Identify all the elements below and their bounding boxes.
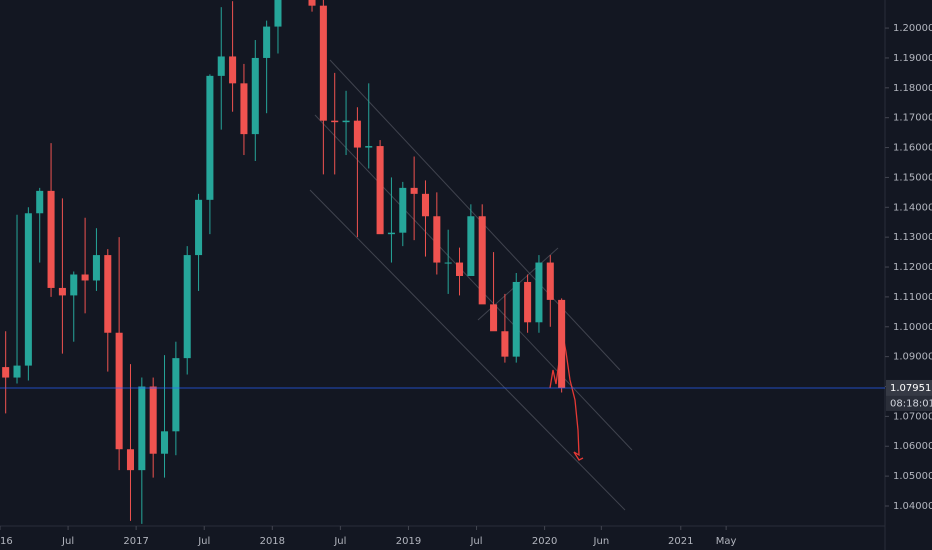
y-tick-label: 1.09000: [893, 352, 932, 363]
candle-body: [58, 287, 66, 296]
y-tick-label: 1.10000: [893, 322, 932, 333]
trend-line: [329, 59, 621, 371]
hand-drawing: [549, 329, 584, 461]
y-tick-label: 1.04000: [893, 501, 932, 512]
candle-body: [149, 386, 157, 454]
last-price-label: 1.07951: [890, 383, 931, 394]
y-tick-label: 1.14000: [893, 202, 932, 213]
candle-body: [104, 255, 112, 333]
candle-body: [490, 304, 498, 332]
candle-body: [70, 274, 78, 296]
candle-body: [421, 193, 429, 217]
candles: [2, 0, 566, 524]
candle-body: [92, 255, 100, 281]
x-tick-label: 2018: [260, 536, 285, 547]
candle-body: [13, 365, 21, 378]
x-tick-label: Jul: [61, 536, 74, 547]
candle-body: [365, 146, 373, 148]
candle-body: [535, 262, 543, 323]
candle-body: [387, 232, 395, 235]
y-tick-label: 1.16000: [893, 143, 932, 154]
drawings: [309, 59, 633, 511]
y-tick-label: 1.18000: [893, 83, 932, 94]
candle-body: [229, 56, 237, 84]
x-tick-label: May: [716, 536, 737, 547]
y-tick-label: 1.15000: [893, 172, 932, 183]
candle-body: [47, 190, 55, 288]
candle-body: [410, 187, 418, 194]
candle-body: [217, 56, 225, 76]
x-tick-label: 2020: [532, 536, 557, 547]
x-tick-label: Jun: [593, 536, 610, 547]
x-tick-label: 2017: [123, 536, 148, 547]
candle-body: [115, 332, 123, 450]
y-tick-label: 1.13000: [893, 232, 932, 243]
y-tick-label: 1.11000: [893, 292, 932, 303]
x-tick-label: 2016: [0, 536, 13, 547]
candle-body: [183, 255, 191, 359]
candle-body: [138, 386, 146, 471]
x-tick-label: 2019: [396, 536, 421, 547]
trend-line: [314, 114, 633, 451]
candle-body: [251, 57, 259, 135]
trend-line: [309, 189, 626, 511]
y-tick-label: 1.07000: [893, 411, 932, 422]
y-tick-label: 1.20000: [893, 23, 932, 34]
candle-body: [456, 262, 464, 276]
candle-body: [546, 262, 554, 300]
candle-body: [353, 120, 361, 148]
candle-body: [126, 449, 134, 471]
y-tick-label: 1.12000: [893, 262, 932, 273]
candle-body: [195, 199, 203, 256]
candle-body: [206, 75, 214, 200]
candle-body: [81, 274, 89, 281]
candle-body: [399, 187, 407, 233]
candle-body: [376, 146, 384, 235]
candle-body: [444, 262, 452, 264]
last-price-box: [886, 379, 932, 396]
candle-body: [524, 281, 532, 323]
candle-body: [478, 216, 486, 305]
y-tick-label: 1.05000: [893, 471, 932, 482]
candle-body: [161, 431, 169, 454]
x-tick-label: Jul: [197, 536, 210, 547]
candle-body: [512, 281, 520, 357]
countdown-box: [886, 395, 932, 411]
candle-body: [36, 190, 44, 214]
candle-body: [319, 5, 327, 121]
candle-body: [274, 0, 282, 27]
candle-body: [2, 367, 10, 378]
candle-body: [467, 216, 475, 276]
y-tick-label: 1.06000: [893, 441, 932, 452]
candle-body: [501, 331, 509, 357]
x-tick-label: Jul: [469, 536, 482, 547]
candle-body: [433, 216, 441, 263]
candle-body: [558, 299, 566, 389]
candle-body: [263, 26, 271, 58]
candle-body: [342, 120, 350, 123]
candle-body: [24, 213, 32, 366]
y-tick-label: 1.19000: [893, 53, 932, 64]
candle-body: [172, 358, 180, 432]
candle-body: [308, 0, 316, 6]
x-tick-label: Jul: [333, 536, 346, 547]
countdown-label: 08:18:01: [890, 398, 932, 409]
candle-body: [240, 83, 248, 135]
candle-body: [331, 120, 339, 123]
y-tick-label: 1.17000: [893, 113, 932, 124]
x-tick-label: 2021: [668, 536, 693, 547]
